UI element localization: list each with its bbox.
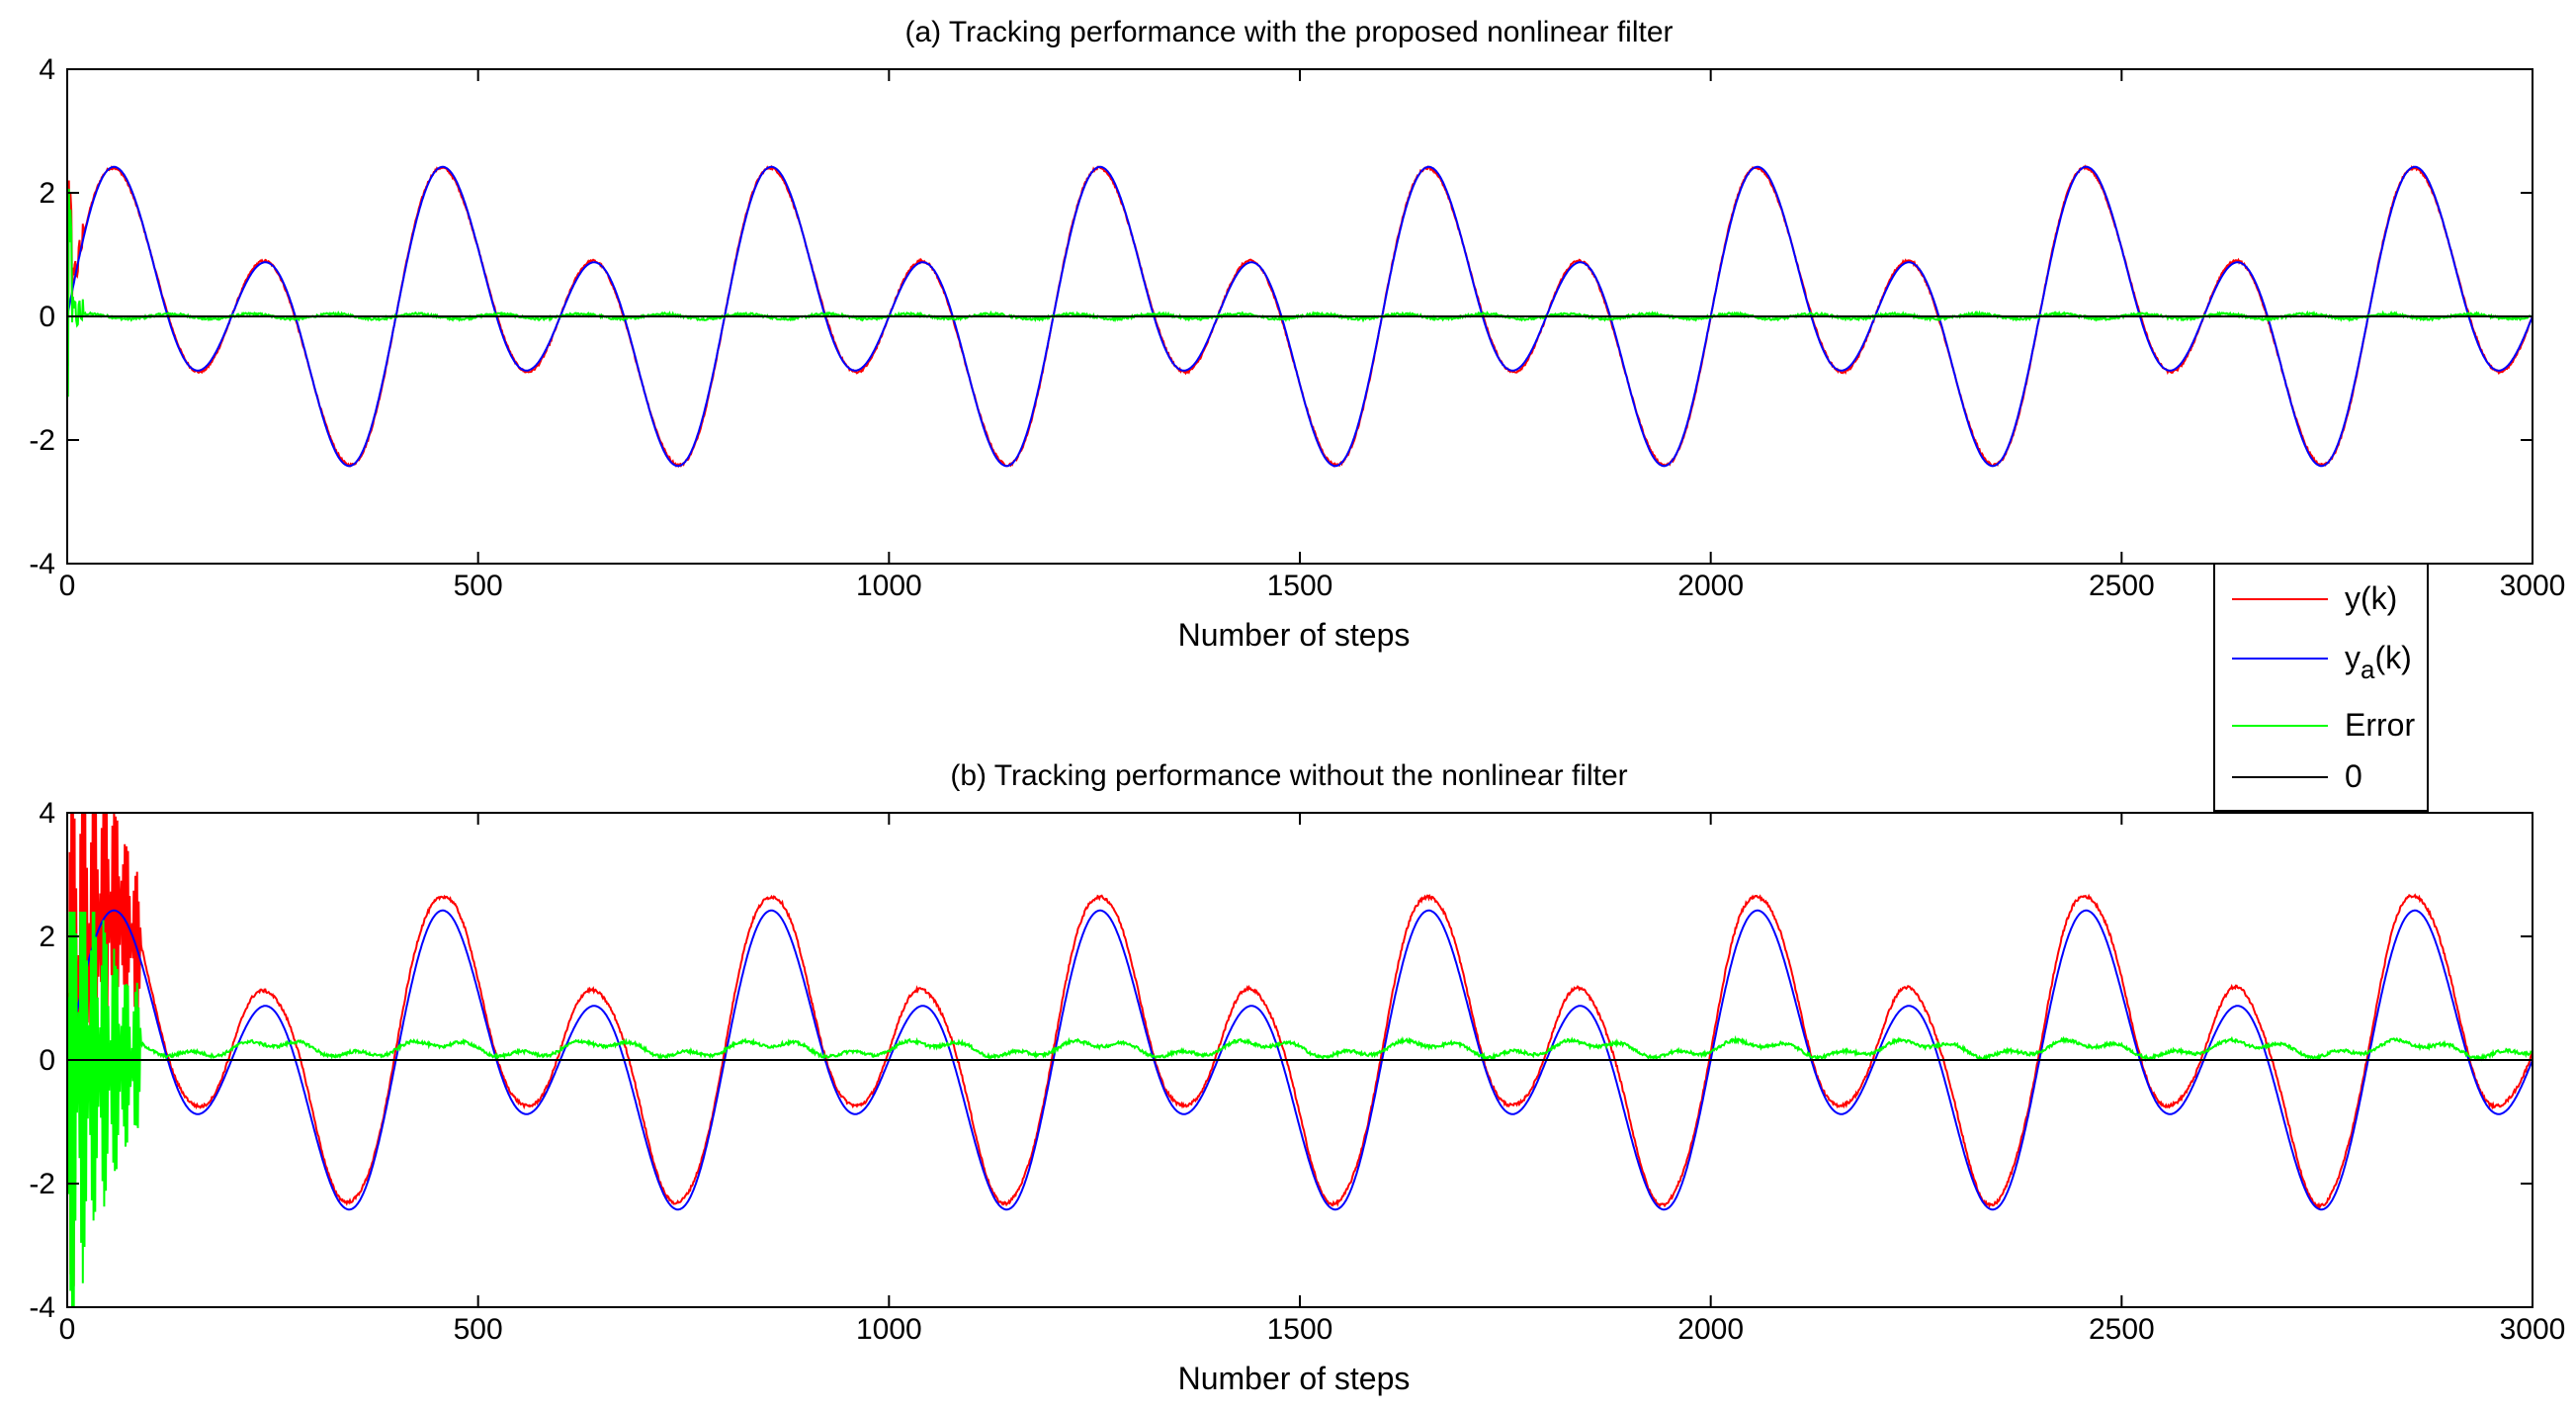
panel-b-series-y bbox=[67, 813, 2533, 1306]
panel-a-xtick-label: 500 bbox=[454, 570, 503, 602]
panel-b-xtick-label: 0 bbox=[59, 1313, 76, 1346]
panel-a-xtick-label: 0 bbox=[59, 570, 76, 602]
panel-a-ytick-label: 0 bbox=[39, 301, 55, 333]
panel-a-ytick-label: 2 bbox=[39, 177, 55, 210]
legend: y(k) ya(k) Error 0 bbox=[2213, 563, 2429, 812]
panel-b-ytick-label: -4 bbox=[29, 1291, 55, 1324]
panel-a-xtick-label: 1000 bbox=[856, 570, 922, 602]
panel-b-ytick-label: -2 bbox=[29, 1168, 55, 1200]
legend-box bbox=[2213, 563, 2429, 812]
panel-b-series-group bbox=[67, 813, 2533, 1307]
panel-b-series-ya bbox=[67, 909, 2533, 1211]
panel-a-xtick-label: 3000 bbox=[2500, 570, 2566, 602]
panel-a-series-group bbox=[67, 164, 2533, 469]
legend-label-ya-tail: (k) bbox=[2374, 640, 2411, 675]
panel-b-xlabel: Number of steps bbox=[1178, 1361, 1411, 1396]
panel-a-series-ya bbox=[67, 165, 2533, 468]
legend-label-error: Error bbox=[2345, 707, 2415, 743]
panel-a-ytick-label: -2 bbox=[29, 424, 55, 457]
legend-label-zero: 0 bbox=[2345, 758, 2362, 794]
panel-b-xtick-label: 3000 bbox=[2500, 1313, 2566, 1346]
panel-b-xtick-label: 1000 bbox=[856, 1313, 922, 1346]
panel-b-ytick-label: 4 bbox=[39, 797, 55, 830]
legend-label-ya-main: y bbox=[2345, 640, 2361, 675]
legend-label-ya: ya(k) bbox=[2345, 640, 2412, 684]
panel-b-ytick-label: 0 bbox=[39, 1044, 55, 1077]
legend-label-y: y(k) bbox=[2345, 580, 2397, 616]
panel-b-xtick-label: 2000 bbox=[1677, 1313, 1744, 1346]
panel-a-xtick-label: 2000 bbox=[1677, 570, 1744, 602]
panel-b-xtick-label: 1500 bbox=[1267, 1313, 1333, 1346]
panel-b-title: (b) Tracking performance without the non… bbox=[950, 759, 1627, 792]
panel-b-xtick-label: 500 bbox=[454, 1313, 503, 1346]
legend-label-ya-sub: a bbox=[2361, 655, 2375, 684]
panel-a-ytick-label: 4 bbox=[39, 53, 55, 86]
panel-a-ytick-label: -4 bbox=[29, 548, 55, 580]
panel-a-title: (a) Tracking performance with the propos… bbox=[904, 16, 1673, 48]
panel-a-xlabel: Number of steps bbox=[1178, 617, 1411, 653]
panel-a-xtick-label: 2500 bbox=[2089, 570, 2155, 602]
panel-b-series-error bbox=[67, 911, 2533, 1307]
panel-a-xtick-label: 1500 bbox=[1267, 570, 1333, 602]
panel-a-plot: 0 500 1000 1500 2000 2500 3000 4 2 0 -2 -4 bbox=[29, 53, 2565, 602]
panel-b-xtick-label: 2500 bbox=[2089, 1313, 2155, 1346]
panel-b-plot: 0 500 1000 1500 2000 2500 3000 4 2 0 -2 -4 bbox=[29, 797, 2566, 1346]
panel-b-ytick-label: 2 bbox=[39, 921, 55, 953]
